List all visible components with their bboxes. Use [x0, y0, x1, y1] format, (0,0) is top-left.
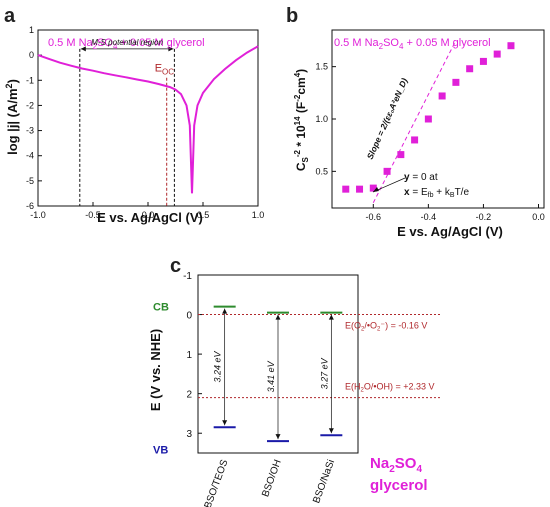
- panel-b-x-axis: -0.6 -0.4 -0.2 0.0: [366, 204, 545, 222]
- panel-b-title: 0.5 M Na2SO4 + 0.05 M glycerol: [334, 37, 491, 51]
- panel-b-data-point: [438, 92, 446, 100]
- panel-b-data-point: [493, 50, 501, 58]
- panel-b-data-point: [397, 151, 405, 159]
- panel-c-y-axis: -1 0 1 2 3: [183, 271, 202, 440]
- panel-a-x-tick-label: -1.0: [30, 210, 46, 220]
- panel-b: b -0.6 -0.4 -0.2 0.0 0.5 1.0 1.5 0.5 M Na2SO4…: [286, 5, 545, 239]
- panel-b-data-point: [466, 65, 474, 73]
- panel-b-data-point: [411, 136, 419, 144]
- panel-a-x-tick-label: 1.0: [252, 210, 265, 220]
- panel-b-y-axis: 0.5 1.0 1.5: [315, 62, 336, 176]
- panel-c-categories: BSO/TEOS BSO/OH BSO/NaSi: [203, 458, 337, 507]
- panel-b-y-tick-label: 1.5: [315, 62, 328, 72]
- panel-a-x-label: E vs. Ag/AgCl (V): [97, 210, 203, 225]
- panel-b-x-tick-label: 0.0: [532, 212, 545, 222]
- panel-b-data-point: [342, 185, 350, 193]
- panel-c-y-tick-label: 1: [186, 350, 192, 361]
- panel-c-category-label: BSO/TEOS: [203, 458, 231, 507]
- panel-c-y-tick-label: 2: [186, 390, 192, 401]
- panel-c-reference-label: E(H2O/•OH) = +2.33 V: [345, 382, 435, 394]
- panel-a-eoc-label: EOC: [155, 62, 175, 76]
- panel-c-cb-label: CB: [153, 302, 169, 314]
- panel-b-data-points: [342, 42, 515, 193]
- panel-b-fit-line: [372, 40, 457, 203]
- panel-c-gap-arrowhead-top: [328, 314, 334, 320]
- panel-a-title: 0.5 M Na2SO4 + 0.05 M glycerol: [48, 37, 205, 51]
- panel-a-y-tick-label: -3: [26, 126, 34, 136]
- panel-a: a -1.0 -0.5 0.0 0.5 1.0 -6 -5 -4 -3 -2 -1 0 1 0.5 M…: [4, 5, 264, 225]
- panel-c-reference-lines: E(O2/•O2⁻) = -0.16 V E(H2O/•OH) = +2.33 V: [198, 314, 440, 399]
- panel-b-data-point: [356, 185, 364, 193]
- panel-a-y-tick-label: -2: [26, 100, 34, 110]
- panel-c-band-levels: 3.24 eV 3.41 eV 3.27 eV: [213, 305, 343, 443]
- panel-c-gap-arrowhead-bottom: [328, 428, 334, 434]
- panel-c-category-label: BSO/NaSi: [311, 458, 337, 505]
- panel-b-annotation-line1: y = 0 at: [404, 172, 438, 183]
- panel-c-gap-label: 3.41 eV: [266, 360, 276, 392]
- panel-b-y-tick-label: 0.5: [315, 166, 328, 176]
- panel-b-label: b: [286, 5, 298, 27]
- panel-b-data-point: [383, 167, 391, 175]
- panel-a-y-tick-label: -4: [26, 151, 34, 161]
- panel-a-y-tick-label: -6: [26, 201, 34, 211]
- panel-a-y-tick-label: -1: [26, 75, 34, 85]
- panel-b-data-point: [424, 115, 432, 123]
- panel-b-plot-frame: [331, 29, 545, 209]
- panel-b-annotation-arrowhead: [373, 187, 379, 192]
- panel-b-data-point: [369, 184, 377, 192]
- panel-b-y-label: CS-2 * 1014 (F-2cm4): [293, 69, 310, 171]
- panel-c-legend-line1: Na2SO4: [370, 455, 422, 475]
- panel-b-slope-label: Slope = 2/(εε₀A²eN_D): [365, 76, 410, 160]
- panel-a-y-tick-label: 1: [29, 25, 34, 35]
- panel-c-y-tick-label: -1: [183, 271, 192, 282]
- panel-b-y-tick-label: 1.0: [315, 114, 328, 124]
- panel-c-label: c: [170, 255, 181, 277]
- panel-b-data-point: [507, 42, 515, 50]
- panel-b-data-point: [479, 57, 487, 65]
- panel-b-data-point: [452, 78, 460, 86]
- panel-a-x-axis: -1.0 -0.5 0.0 0.5 1.0: [30, 202, 264, 220]
- panel-c-gap-arrowhead-top: [275, 314, 281, 320]
- panel-a-y-tick-label: 0: [29, 50, 34, 60]
- panel-a-polarization-curve: [37, 45, 259, 194]
- panel-a-x-tick-label: 0.0: [142, 210, 155, 220]
- panel-a-label: a: [4, 5, 16, 27]
- panel-c-y-tick-label: 0: [186, 311, 192, 322]
- panel-b-x-tick-label: -0.2: [476, 212, 492, 222]
- panel-c-gap-arrowhead-bottom: [275, 434, 281, 440]
- panel-a-x-tick-label: -0.5: [85, 210, 101, 220]
- panel-a-region-label: M-S potential region: [91, 38, 163, 47]
- panel-c-gap-arrowhead-bottom: [222, 420, 228, 426]
- panel-b-annotation-arrow: [372, 177, 406, 193]
- panel-c-gap-label: 3.27 eV: [319, 357, 329, 389]
- panel-b-x-tick-label: -0.6: [366, 212, 382, 222]
- panel-a-y-tick-label: -5: [26, 176, 34, 186]
- panel-a-y-axis: -6 -5 -4 -3 -2 -1 0 1: [26, 25, 42, 211]
- panel-c-plot-frame: [197, 274, 359, 454]
- panel-b-x-label: E vs. Ag/AgCl (V): [397, 224, 503, 239]
- panel-c-legend-line2: glycerol: [370, 477, 428, 494]
- panel-b-annotation-line2: x = Efb + kBT/e: [404, 187, 469, 199]
- panel-c-category-label: BSO/OH: [260, 458, 284, 498]
- panel-c-gap-arrowhead-top: [222, 308, 228, 314]
- panel-a-region-arrowhead-right: [168, 46, 174, 52]
- panel-c-vb-label: VB: [153, 444, 168, 456]
- panel-c-y-tick-label: 3: [186, 429, 192, 440]
- panel-c-gap-label: 3.24 eV: [213, 350, 223, 382]
- panel-a-y-label: log |j| (A/m2): [4, 79, 20, 155]
- panel-a-region-arrowhead-left: [80, 46, 86, 52]
- panel-a-x-tick-label: 0.5: [197, 210, 210, 220]
- panel-c-y-label: E (V vs. NHE): [148, 329, 163, 411]
- panel-b-x-tick-label: -0.4: [421, 212, 437, 222]
- panel-a-plot-frame: [37, 29, 259, 207]
- panel-c: c -1 0 1 2 3 E(O2/•O2⁻) = -0.16 V E(H2O/•OH) …: [148, 255, 440, 507]
- panel-c-reference-label: E(O2/•O2⁻) = -0.16 V: [345, 321, 427, 333]
